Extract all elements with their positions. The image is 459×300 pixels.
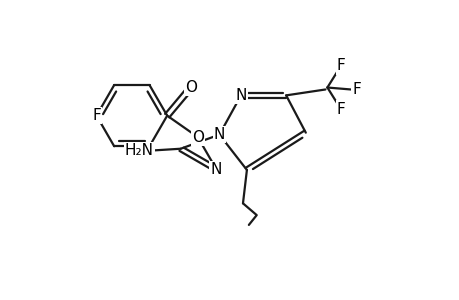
Text: O: O	[185, 80, 197, 94]
Text: F: F	[336, 102, 345, 117]
Text: F: F	[352, 82, 360, 97]
Text: F: F	[336, 58, 345, 74]
Text: H₂N: H₂N	[125, 143, 154, 158]
Text: O: O	[191, 130, 203, 145]
Text: F: F	[92, 108, 101, 123]
Text: N: N	[235, 88, 246, 103]
Text: N: N	[210, 162, 222, 177]
Text: N: N	[213, 127, 224, 142]
